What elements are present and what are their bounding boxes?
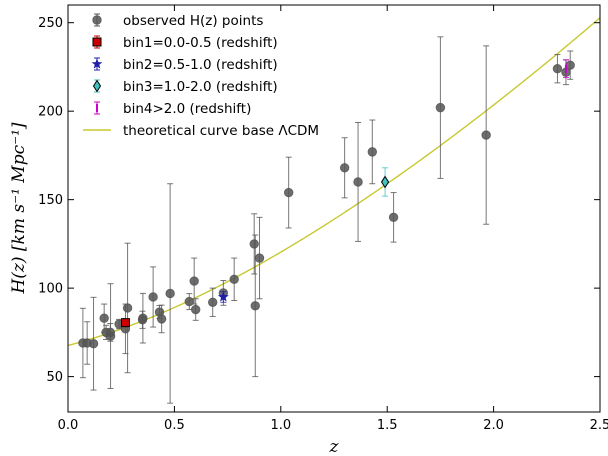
y-axis-label: H(z) [km s⁻¹ Mpc⁻¹]: [9, 122, 29, 294]
legend-entry: bin1=0.0-0.5 (redshift): [92, 35, 278, 51]
x-tick-label: 0.0: [58, 418, 79, 433]
legend-marker: [92, 37, 102, 47]
data-point: [138, 313, 148, 323]
data-point: [190, 304, 201, 315]
x-tick-label: 1.0: [270, 418, 291, 433]
legend: observed H(z) points bin1=0.0-0.5 (redshi…: [83, 13, 319, 139]
data-point: [254, 253, 265, 263]
data-point: [99, 313, 109, 323]
y-tick-label: 150: [38, 193, 63, 208]
data-point: [380, 175, 390, 189]
x-axis-label: z: [329, 437, 340, 456]
legend-label: bin2=0.5-1.0 (redshift): [123, 57, 278, 73]
data-point: [388, 212, 399, 223]
data-point: [367, 147, 378, 157]
legend-label: observed H(z) points: [123, 13, 263, 29]
legend-entry: bin4>2.0 (redshift): [94, 101, 251, 117]
legend-entry: bin3=1.0-2.0 (redshift): [92, 79, 278, 95]
x-tick-label: 1.5: [377, 418, 398, 433]
data-point: [189, 276, 199, 286]
data-point: [120, 318, 130, 328]
data-point: [148, 292, 158, 302]
y-tick-label: 50: [46, 370, 63, 385]
data-point: [481, 130, 491, 140]
legend-marker: [92, 15, 102, 25]
x-tick-label: 2.5: [590, 418, 608, 433]
data-point: [165, 288, 175, 299]
series-1: [120, 318, 130, 328]
data-point: [122, 303, 133, 313]
data-point: [249, 239, 259, 249]
legend-marker: [92, 79, 102, 93]
x-tick-label: 0.5: [164, 418, 185, 433]
data-point: [435, 102, 446, 113]
x-tick-label: 2.0: [483, 418, 504, 433]
data-point: [339, 163, 350, 173]
data-point: [229, 274, 239, 284]
plot-background: [68, 5, 600, 412]
series-2: [217, 291, 229, 303]
data-point: [105, 331, 116, 341]
y-tick-label: 250: [38, 16, 63, 31]
data-point: [353, 177, 363, 187]
data-point: [565, 60, 575, 70]
y-tick-label: 100: [38, 282, 63, 297]
data-point: [250, 301, 260, 311]
legend-label: bin4>2.0 (redshift): [123, 101, 251, 117]
series-3: [380, 167, 390, 197]
data-point: [283, 187, 294, 198]
data-point: [552, 64, 563, 74]
data-point: [156, 314, 167, 324]
points-layer: [78, 36, 575, 404]
series-0: [78, 36, 575, 404]
legend-label: bin1=0.0-0.5 (redshift): [123, 35, 278, 51]
legend-entry: theoretical curve base ΛCDM: [83, 123, 319, 139]
legend-entry: bin2=0.5-1.0 (redshift): [91, 57, 278, 73]
legend-entry: observed H(z) points: [92, 13, 263, 29]
legend-label: bin3=1.0-2.0 (redshift): [123, 79, 278, 95]
y-tick-label: 200: [38, 105, 63, 120]
data-point: [217, 291, 229, 302]
ticks-layer: 0.0 0.5 1.0 1.5 2.0 2.5 50 100 150 200 250: [38, 5, 608, 433]
plot-frame: [67, 4, 601, 413]
legend-label: theoretical curve base ΛCDM: [123, 123, 319, 139]
data-point: [88, 338, 99, 349]
data-point: [208, 297, 218, 307]
legend-marker: [91, 58, 103, 69]
series-4: [562, 59, 569, 79]
